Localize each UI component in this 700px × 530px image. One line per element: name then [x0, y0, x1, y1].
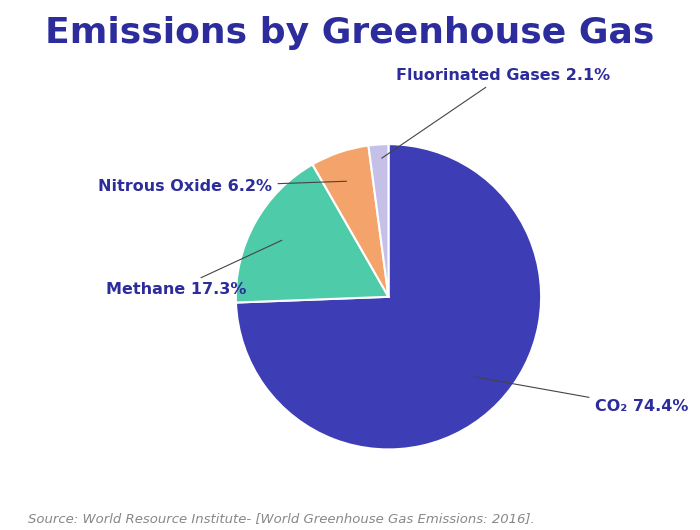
Text: CO₂ 74.4%: CO₂ 74.4% — [474, 377, 688, 414]
Text: Emissions by Greenhouse Gas: Emissions by Greenhouse Gas — [46, 16, 655, 50]
Text: Fluorinated Gases 2.1%: Fluorinated Gases 2.1% — [382, 68, 610, 158]
Wedge shape — [236, 164, 388, 303]
Text: Source: World Resource Institute- [World Greenhouse Gas Emissions: 2016].: Source: World Resource Institute- [World… — [28, 511, 535, 525]
Wedge shape — [236, 144, 541, 449]
Wedge shape — [368, 144, 388, 297]
Text: Methane 17.3%: Methane 17.3% — [106, 240, 282, 297]
Text: Nitrous Oxide 6.2%: Nitrous Oxide 6.2% — [99, 179, 346, 195]
Wedge shape — [312, 146, 388, 297]
